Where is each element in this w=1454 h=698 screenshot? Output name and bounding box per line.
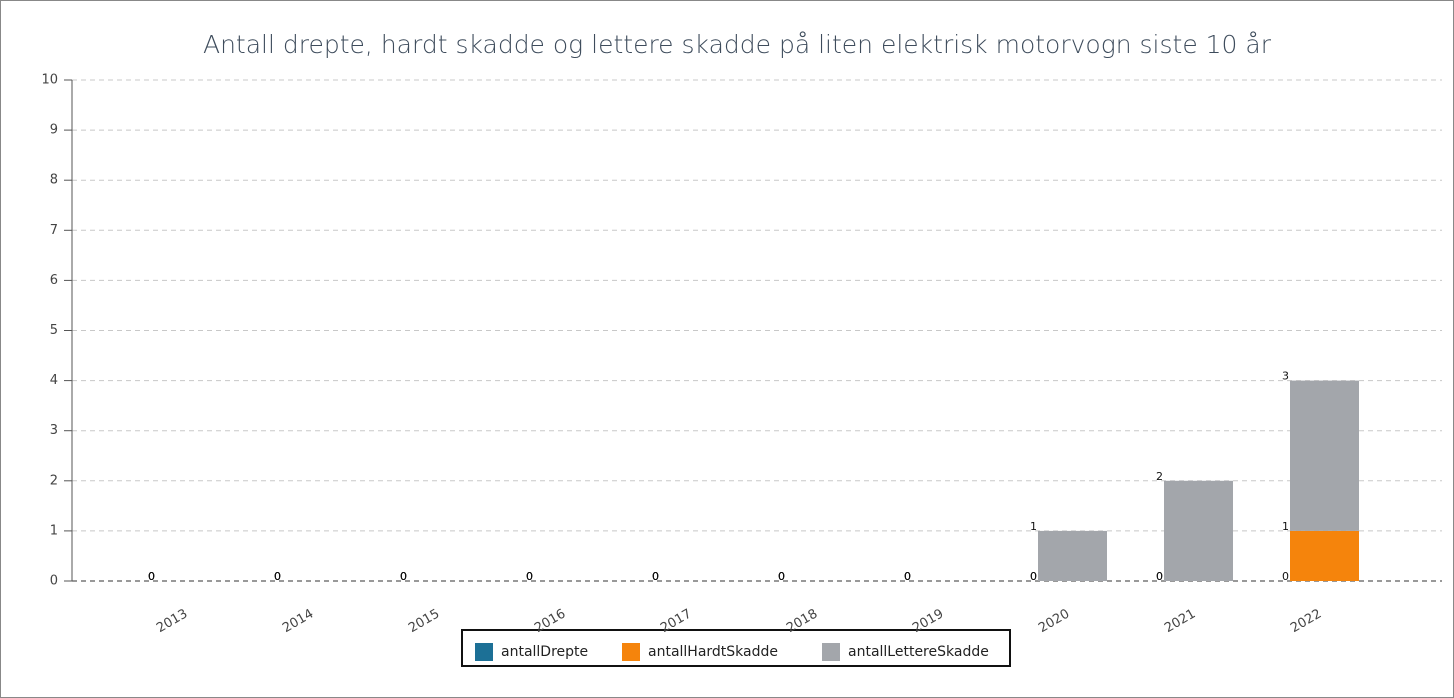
data-label: 0 xyxy=(904,570,911,583)
data-label: 0 xyxy=(526,570,533,583)
data-label: 0 xyxy=(652,570,659,583)
legend-swatch xyxy=(622,643,640,661)
data-label: 0 xyxy=(1030,570,1037,583)
data-label: 0 xyxy=(148,570,155,583)
data-label: 0 xyxy=(778,570,785,583)
data-label: 1 xyxy=(1030,520,1037,533)
bar-segment xyxy=(1290,380,1359,531)
y-tick-label: 5 xyxy=(50,323,58,338)
bar-segment xyxy=(1290,530,1359,581)
y-tick-label: 4 xyxy=(50,373,58,388)
legend-label: antallHardtSkadde xyxy=(648,644,778,660)
data-label: 0 xyxy=(526,570,533,583)
y-tick-label: 3 xyxy=(50,423,58,438)
y-tick-label: 7 xyxy=(50,223,58,238)
data-label: 0 xyxy=(778,570,785,583)
data-label: 0 xyxy=(1156,570,1163,583)
data-label: 0 xyxy=(274,570,281,583)
data-label: 2 xyxy=(1156,470,1163,483)
legend-swatch xyxy=(822,643,840,661)
data-label: 0 xyxy=(1282,570,1289,583)
y-tick-label: 10 xyxy=(41,73,58,88)
data-label: 0 xyxy=(904,570,911,583)
data-label: 0 xyxy=(148,570,155,583)
legend-swatch xyxy=(475,643,493,661)
data-label: 0 xyxy=(904,570,911,583)
data-label: 0 xyxy=(400,570,407,583)
legend-box xyxy=(461,629,1011,667)
legend-label: antallLettereSkadde xyxy=(848,644,989,660)
bar-segment xyxy=(1038,530,1107,581)
data-label: 0 xyxy=(274,570,281,583)
data-label: 0 xyxy=(400,570,407,583)
data-label: 0 xyxy=(652,570,659,583)
data-label: 0 xyxy=(526,570,533,583)
y-tick-label: 6 xyxy=(50,273,58,288)
data-label: 0 xyxy=(652,570,659,583)
y-tick-label: 2 xyxy=(50,473,58,488)
data-label: 0 xyxy=(274,570,281,583)
data-label: 3 xyxy=(1282,370,1289,383)
y-tick-label: 9 xyxy=(50,123,58,138)
y-tick-label: 1 xyxy=(50,523,58,538)
data-label: 0 xyxy=(148,570,155,583)
legend-label: antallDrepte xyxy=(501,644,588,660)
chart-title: Antall drepte, hardt skadde og lettere s… xyxy=(203,30,1272,59)
data-label: 0 xyxy=(1030,570,1037,583)
data-label: 1 xyxy=(1282,520,1289,533)
y-tick-label: 0 xyxy=(50,574,58,589)
data-label: 0 xyxy=(778,570,785,583)
bar-segment xyxy=(1164,480,1233,581)
y-tick-label: 8 xyxy=(50,173,58,188)
data-label: 0 xyxy=(400,570,407,583)
data-label: 0 xyxy=(1156,570,1163,583)
